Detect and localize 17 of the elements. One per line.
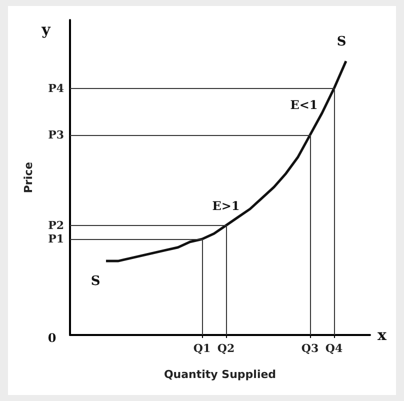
ref-line-label: P2: [48, 218, 64, 232]
text: x: [378, 326, 388, 344]
x-axis-title: Quantity Supplied: [164, 368, 276, 381]
ref-line-label: P1: [48, 232, 64, 246]
text: S: [336, 34, 346, 50]
annotation: E>1: [212, 198, 240, 213]
ref-line-label: P3: [48, 128, 64, 142]
x-tick-label: Q3: [301, 342, 319, 355]
annotation: S: [90, 274, 100, 289]
text: 0: [48, 331, 56, 346]
y-axis-title: Price: [22, 162, 35, 194]
x-tick-label: Q4: [325, 342, 343, 355]
ref-line-label: P4: [48, 82, 64, 95]
x-tick-label: Q1: [193, 342, 211, 355]
text: y: [40, 20, 52, 38]
annotation: E<1: [290, 98, 318, 112]
x-tick-label: Q2: [217, 342, 235, 355]
